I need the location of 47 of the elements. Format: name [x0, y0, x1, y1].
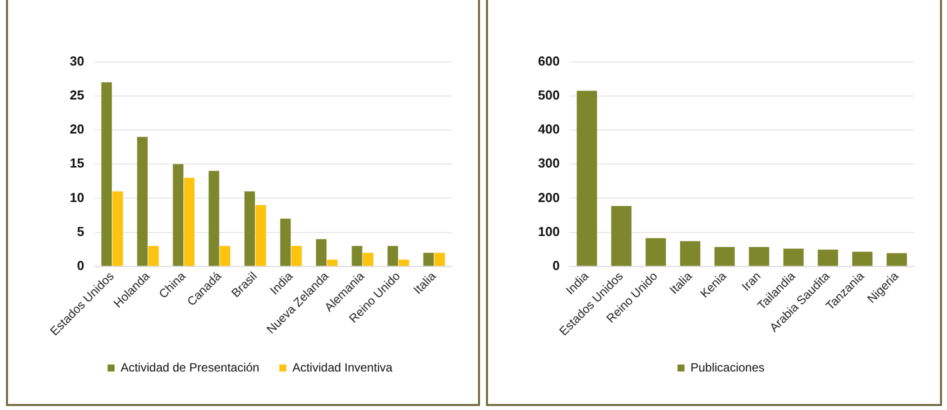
y-tick-label: 30	[70, 53, 84, 68]
bar	[256, 205, 266, 266]
bar	[112, 191, 123, 266]
bar	[184, 178, 195, 266]
y-tick-label: 500	[538, 87, 560, 102]
bar	[388, 246, 398, 266]
bar	[748, 246, 770, 266]
bar	[852, 252, 872, 266]
y-tick-label: 10	[70, 190, 84, 205]
y-tick-label: 200	[538, 190, 560, 205]
y-tick-label: 400	[538, 122, 560, 137]
bar	[680, 241, 700, 266]
bar	[576, 90, 598, 266]
bar	[244, 191, 255, 266]
y-tick-label: 15	[70, 156, 84, 171]
bar	[646, 238, 666, 266]
y-tick-label: 25	[70, 87, 84, 102]
y-tick-label: 300	[538, 156, 560, 171]
bar	[818, 250, 838, 266]
bar	[352, 246, 362, 266]
bar	[316, 239, 327, 266]
bar	[714, 246, 735, 266]
legend-label: Publicaciones	[690, 360, 765, 374]
bar	[280, 218, 291, 266]
y-tick-label: 20	[70, 122, 84, 137]
bar	[434, 252, 445, 266]
bar	[220, 246, 230, 266]
bar	[327, 260, 338, 266]
y-tick-label: 100	[538, 224, 560, 239]
y-tick-label: 600	[538, 53, 560, 68]
bar	[783, 248, 804, 266]
y-tick-label: 0	[552, 258, 560, 273]
legend-label: Actividad de Presentación	[120, 360, 260, 374]
bar	[886, 253, 907, 266]
bar	[291, 246, 302, 266]
bar	[148, 246, 159, 266]
bar	[423, 252, 434, 266]
bar	[398, 260, 410, 266]
bar	[611, 206, 632, 266]
y-tick-label: 5	[77, 224, 84, 239]
bar	[137, 136, 148, 266]
legend-label: Actividad Inventiva	[292, 360, 393, 374]
bar	[208, 170, 220, 266]
bar	[362, 252, 374, 266]
y-tick-label: 0	[77, 258, 84, 273]
bar	[101, 82, 112, 266]
bar	[172, 164, 184, 266]
